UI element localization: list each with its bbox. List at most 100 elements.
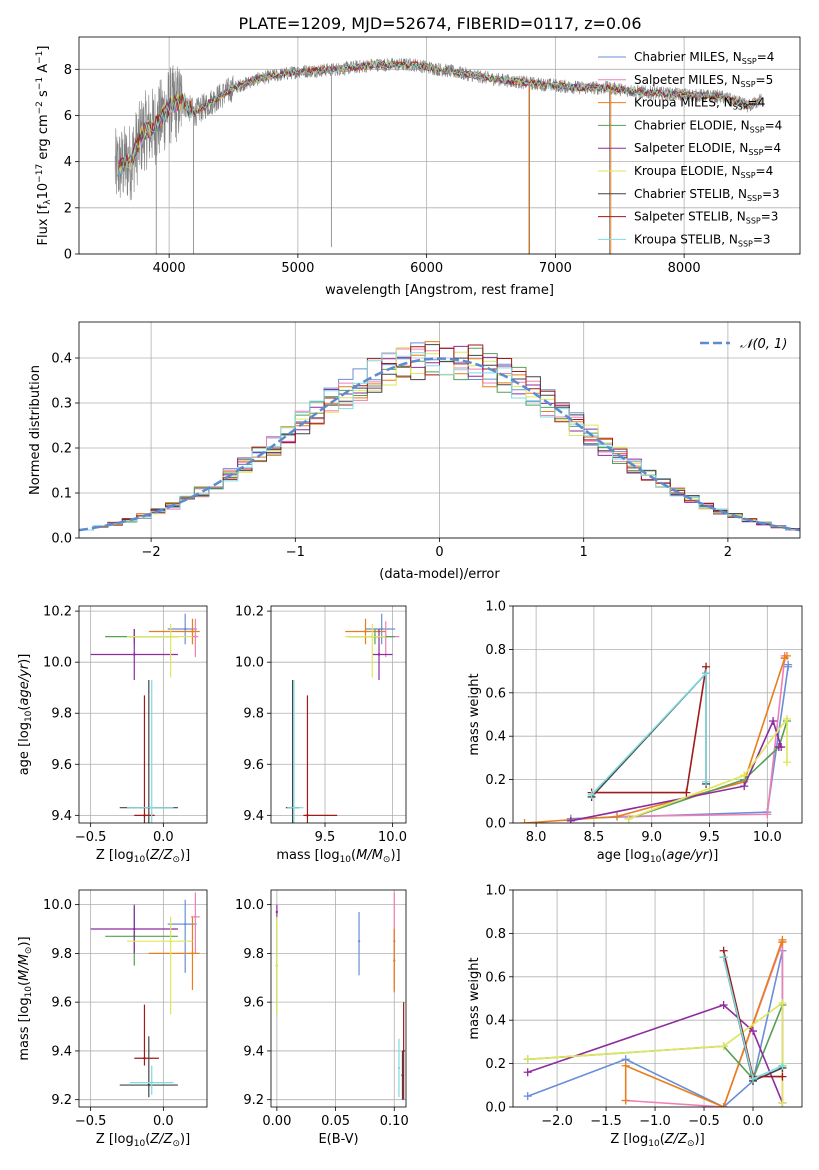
weight-marker xyxy=(774,743,783,752)
x-tick-label: 1 xyxy=(580,545,588,560)
data-point xyxy=(169,940,172,943)
weight-marker xyxy=(523,1055,532,1064)
legend-name: Kroupa ELODIE, N xyxy=(634,164,741,178)
y-axis-label-part: −17 xyxy=(35,164,45,183)
data-point xyxy=(133,653,136,656)
data-point xyxy=(183,922,187,926)
data-point xyxy=(275,964,279,967)
x-axis-label-part: Z/Z xyxy=(149,848,173,863)
y-axis-label-part: )] xyxy=(17,654,32,664)
y-tick-label: 0.4 xyxy=(485,730,506,745)
weight-marker xyxy=(749,1074,758,1083)
plot-area xyxy=(523,935,787,1107)
weight-marker xyxy=(719,1001,728,1010)
y-axis-label: mass weight xyxy=(467,673,482,755)
y-tick-label: 9.8 xyxy=(51,947,72,962)
legend-entry: Salpeter STELIB, NSSP=3 xyxy=(634,210,778,226)
weight-marker xyxy=(682,788,691,797)
y-axis-label-part: )] xyxy=(17,936,32,946)
y-axis-label-part: 10 xyxy=(24,710,34,722)
weight-marker xyxy=(763,810,772,819)
x-tick-label: 0.0 xyxy=(743,1114,764,1129)
y-axis-label: Flux [fλ10−17 erg cm−2 s−1 A−1] xyxy=(35,46,53,246)
weight-marker xyxy=(778,938,787,947)
legend-entry: Kroupa MILES, NSSP=4 xyxy=(634,96,765,112)
weight-marker xyxy=(621,1096,630,1105)
x-axis-label-part: 10 xyxy=(648,1139,660,1149)
x-axis-label-part: )] xyxy=(390,848,400,863)
y-axis-label-part: Flux [f xyxy=(36,204,51,245)
weight-line xyxy=(628,716,788,820)
x-tick-label: 9.5 xyxy=(699,830,720,845)
weight-line xyxy=(570,664,789,820)
legend-entry: Chabrier MILES, NSSP=4 xyxy=(634,50,774,66)
x-axis-label: age [log10(age/yr)] xyxy=(597,848,719,865)
y-tick-label: 9.4 xyxy=(51,1044,72,1059)
x-axis-label: mass [log10(M/M⊙)] xyxy=(276,848,400,865)
weight-marker xyxy=(778,1061,787,1070)
x-tick-label: 8.5 xyxy=(584,830,605,845)
plot-area xyxy=(79,341,800,532)
x-axis-label-part: )] xyxy=(695,1132,705,1147)
y-axis-label-part: −1 xyxy=(35,51,45,64)
x-tick-label: 9.0 xyxy=(641,830,662,845)
axes-frame xyxy=(270,605,407,824)
x-tick-label: 5000 xyxy=(281,261,314,276)
y-axis-label-part: 10 xyxy=(24,986,34,998)
legend-sub: SSP xyxy=(738,239,753,248)
x-axis-label-part: ⊙ xyxy=(383,855,391,865)
x-tick-label: 0.05 xyxy=(321,1114,350,1129)
x-tick-label: 0.0 xyxy=(153,830,174,845)
panel-metallicity_weights: −2.0 −1.5 −1.0 −0.5 0.0 0.0 0.2 0.4 0.6 0.8 1.0 mas… xyxy=(467,884,803,1149)
axes-frame xyxy=(512,889,803,1108)
weight-marker xyxy=(778,1072,787,1081)
x-axis-label-part: ( xyxy=(660,1132,665,1147)
y-tick-label: 9.6 xyxy=(243,996,264,1011)
y-tick-label: 0 xyxy=(64,248,72,263)
weight-marker xyxy=(624,814,633,823)
axes-frame xyxy=(78,36,801,255)
data-point xyxy=(133,927,136,931)
x-axis-label-part: )] xyxy=(708,848,718,863)
y-tick-label: 10.0 xyxy=(235,656,264,671)
x-tick-label: −2 xyxy=(142,545,161,560)
x-axis-label-part: age/yr xyxy=(666,848,709,863)
data-point xyxy=(150,806,153,809)
y-axis-label-part: ] xyxy=(36,46,51,51)
data-point xyxy=(143,1057,146,1060)
y-tick-label: 10.2 xyxy=(43,605,72,620)
x-axis-label-part: )] xyxy=(180,848,190,863)
legend-name: Chabrier ELODIE, N xyxy=(634,118,750,132)
y-axis-label: Normed distribution xyxy=(28,365,43,495)
residual-histogram xyxy=(79,344,800,531)
data-point xyxy=(191,952,194,955)
data-point xyxy=(275,910,279,914)
legend-name: Chabrier STELIB, N xyxy=(634,187,747,201)
panel-metallicity_vs_mass: −0.5 0.09.29.49.69.810.0Z [log10(Z/Z⊙)]ma… xyxy=(17,889,208,1149)
y-axis-label-part: mass [log xyxy=(17,997,32,1060)
panel-ebv_vs_mass: 0.00 0.05 0.10 9.2 9.4 9.6 9.8 10.0 E(B-V) xyxy=(235,889,409,1147)
x-axis-label: E(B-V) xyxy=(318,1132,358,1147)
y-tick-label: 0.2 xyxy=(51,442,72,457)
plot-area xyxy=(285,613,400,823)
weight-line xyxy=(628,720,788,820)
legend-entry: 𝒩(0, 1) xyxy=(740,337,787,352)
y-tick-label: 0.2 xyxy=(485,1057,506,1072)
data-point xyxy=(364,630,367,633)
x-axis-label: Z [log10(Z/Z⊙)] xyxy=(610,1132,704,1149)
legend-entry: Kroupa ELODIE, NSSP=4 xyxy=(634,164,773,180)
x-axis-label-part: Z/Z xyxy=(149,1132,173,1147)
x-axis-label-part: Z [log xyxy=(610,1132,648,1147)
y-axis-label-part: A xyxy=(36,64,51,77)
weight-marker xyxy=(566,816,575,823)
x-tick-label: −0.5 xyxy=(688,1114,720,1129)
legend-sub: SSP xyxy=(747,194,762,203)
weight-marker xyxy=(587,790,596,799)
weight-marker xyxy=(523,1092,532,1101)
x-axis-label-part: mass [log xyxy=(276,848,339,863)
weight-marker xyxy=(778,998,787,1007)
data-point xyxy=(169,635,172,638)
y-tick-label: 9.2 xyxy=(51,1093,72,1108)
x-axis-label-part: M/M xyxy=(356,848,383,863)
